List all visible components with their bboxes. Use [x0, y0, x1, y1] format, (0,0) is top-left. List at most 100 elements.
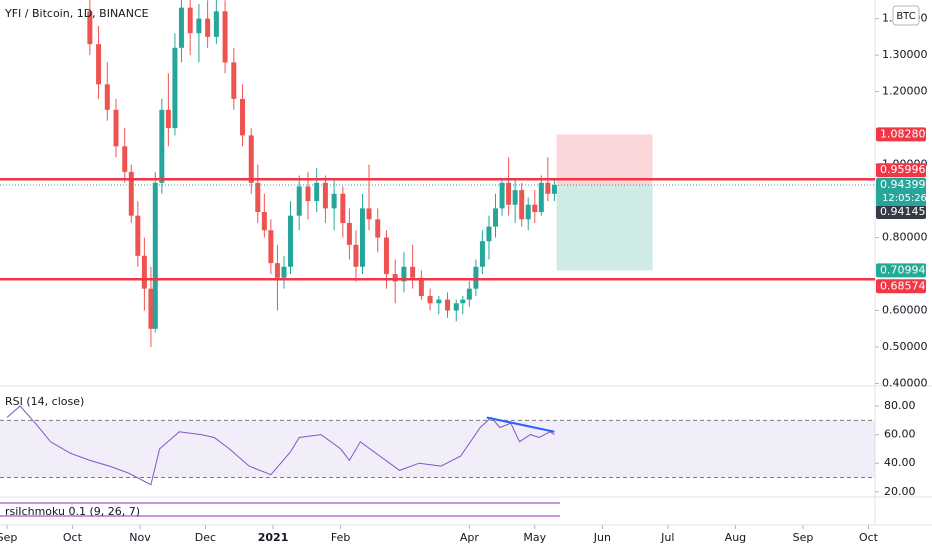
candle-body — [479, 241, 485, 267]
candle-body — [172, 47, 178, 129]
rsi-line — [6, 405, 555, 486]
candle-body — [159, 109, 165, 183]
candle-body — [165, 109, 171, 129]
candle-body — [152, 182, 158, 329]
candle-body — [401, 266, 407, 282]
candle-body — [87, 11, 93, 45]
candle-body — [296, 186, 302, 216]
candle-body — [519, 190, 525, 220]
x-tick-label: Feb — [331, 531, 350, 544]
candle-body — [499, 182, 505, 209]
candle-body — [445, 299, 451, 311]
countdown-label: 12:05:26 — [882, 193, 927, 204]
candle-body — [460, 299, 466, 304]
candle-body — [196, 18, 202, 34]
rsi-tick-label: 40.00 — [884, 456, 916, 469]
candle-body — [222, 11, 228, 63]
candle-body — [366, 208, 372, 220]
rsi-pane — [0, 405, 875, 486]
candle-body — [418, 277, 424, 296]
y-tick-label: 0.50000 — [882, 340, 928, 353]
y-tick-label: 1.30000 — [882, 48, 928, 61]
x-tick-label: May — [523, 531, 546, 544]
candle-body — [128, 171, 134, 216]
candle-body — [213, 11, 219, 37]
x-tick-label: Oct — [859, 531, 879, 544]
candle-body — [340, 193, 346, 223]
axes: Sep Oct Nov Dec 2021 Feb Apr May Jun Jul Aug Sep Oct… — [0, 18, 916, 544]
candle-body — [305, 186, 311, 202]
price-tag-label: 1.08280 — [880, 127, 926, 140]
rsi-tick-label: 60.00 — [884, 428, 916, 441]
candle-body — [346, 222, 352, 245]
x-tick-label: Apr — [460, 531, 480, 544]
x-tick-label: 2021 — [258, 531, 289, 544]
currency-label: BTC — [896, 11, 915, 22]
x-tick-label: Dec — [195, 531, 216, 544]
x-tick-label: Sep — [793, 531, 814, 544]
position-profit-zone — [556, 134, 653, 186]
price-tag — [876, 279, 926, 294]
candle-body — [473, 266, 479, 289]
candle-body — [274, 263, 280, 278]
candle-body — [96, 44, 102, 85]
candle-body — [512, 190, 518, 205]
candle-body — [135, 215, 141, 256]
candle-body — [353, 244, 359, 267]
candle-body — [240, 98, 246, 136]
y-tick-label: 0.60000 — [882, 304, 928, 317]
candle-body — [231, 62, 237, 99]
chart-title: YFI / Bitcoin, 1D, BINANCE — [4, 7, 149, 20]
x-tick-label: Oct — [63, 531, 83, 544]
candle-body — [281, 266, 287, 278]
price-tag — [876, 204, 926, 219]
candle-body — [122, 146, 128, 172]
candle-body — [383, 237, 389, 275]
position-loss-zone — [556, 185, 653, 271]
candle-body — [268, 230, 274, 264]
candle-body — [255, 182, 261, 213]
candle-body — [453, 303, 459, 311]
candle-body — [261, 212, 267, 231]
x-tick-label: Nov — [129, 531, 151, 544]
x-tick-label: Jun — [593, 531, 611, 544]
candle-body — [375, 219, 381, 238]
divergence-line — [486, 416, 555, 433]
candle-body — [538, 182, 544, 213]
currency-badge[interactable] — [892, 5, 920, 26]
price-tag — [876, 178, 926, 207]
indicator-title: rsiIchmoku 0.1 (9, 26, 7) — [5, 505, 140, 518]
price-tag-label: 0.95996 — [880, 163, 926, 176]
candle-body — [493, 208, 499, 227]
price-tag-label: 0.68574 — [880, 279, 926, 292]
candle-body — [436, 299, 442, 304]
rsi-band — [0, 420, 875, 478]
price-tag — [876, 263, 926, 278]
x-tick-label: Jul — [660, 531, 674, 544]
rsi-tick-label: 20.00 — [884, 485, 916, 498]
candle-body — [148, 288, 154, 329]
candle-body — [427, 295, 433, 304]
candle-body — [551, 185, 557, 194]
candle-body — [410, 266, 416, 278]
candle-body — [322, 182, 328, 209]
rsi-tick-label: 80.00 — [884, 399, 916, 412]
x-tick-label: Sep — [0, 531, 17, 544]
price-tag — [876, 163, 926, 178]
candle-body — [532, 204, 538, 213]
x-tick-label: Aug — [725, 531, 746, 544]
candle-body — [392, 274, 398, 282]
candle-body — [331, 193, 337, 209]
candle-body — [141, 255, 147, 289]
candle-body — [288, 215, 294, 267]
y-tick-label: 0.40000 — [882, 377, 928, 390]
candle-body — [178, 7, 184, 48]
price-tag — [876, 127, 926, 142]
price-tag-label: 0.94145 — [880, 205, 926, 218]
rsi-title: RSI (14, close) — [5, 395, 84, 408]
candle-body — [205, 18, 211, 37]
price-tag-label: 0.70994 — [880, 263, 926, 276]
candle-body — [314, 182, 320, 202]
candle-body — [359, 208, 365, 267]
